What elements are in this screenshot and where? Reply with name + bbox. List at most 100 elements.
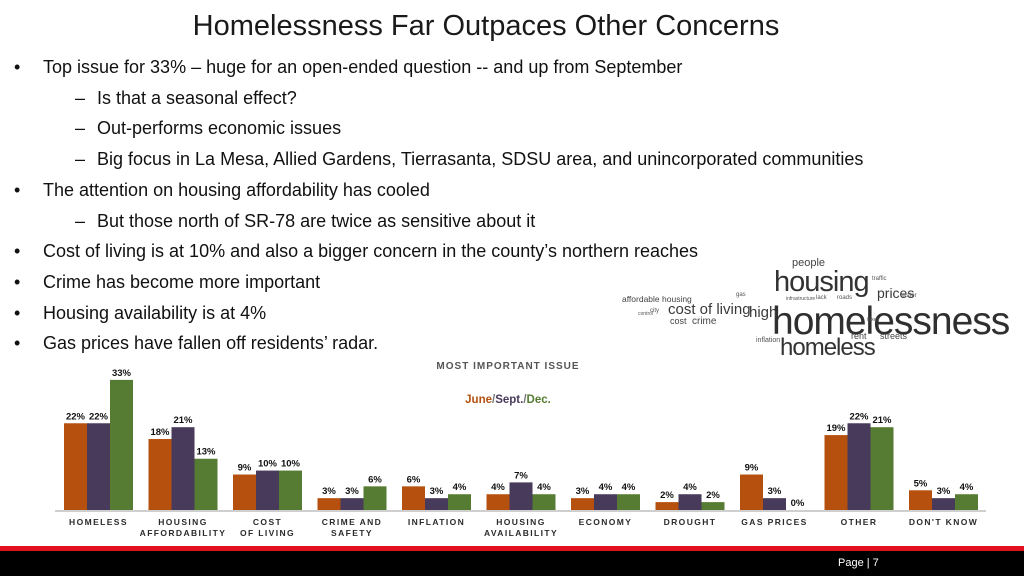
page-number: Page | 7 [838, 557, 879, 569]
data-label: 22% [89, 411, 109, 422]
category-label: OTHER [841, 517, 878, 527]
data-label: 4% [599, 482, 613, 493]
wordcloud-word: crime [692, 316, 717, 327]
legend-entry: Sept. [495, 394, 523, 406]
data-label: 10% [281, 459, 301, 470]
category-label: CRIME AND [322, 517, 382, 527]
legend-entry: June [465, 394, 492, 406]
wordcloud-word: people [792, 257, 826, 269]
wordcloud-word: homelessness [772, 300, 1010, 343]
data-label: 9% [238, 463, 252, 474]
bar-sept [340, 498, 364, 510]
wordcloud-word: water [902, 293, 917, 299]
slide-title: Homelessness Far Outpaces Other Concerns [192, 10, 780, 42]
wordcloud-word: affordable housing [622, 294, 692, 304]
wordcloud-word: housing [774, 266, 870, 298]
wordcloud-word: prices [877, 285, 915, 301]
chart-title: MOST IMPORTANT ISSUE [436, 361, 579, 372]
bullet-subitem: Is that a seasonal effect? [14, 83, 863, 114]
data-label: 3% [576, 486, 590, 497]
wordcloud-word: control [638, 311, 654, 317]
bar-june [317, 498, 341, 510]
data-label: 3% [345, 486, 359, 497]
wordcloud-word: rent [851, 331, 867, 341]
bullet-item: Housing availability is at 4% [14, 298, 863, 329]
bar-june [486, 494, 510, 510]
bullet-item: Cost of living is at 10% and also a bigg… [14, 236, 863, 267]
chart-legend: June/Sept./Dec. [465, 394, 551, 406]
legend-entry: / [523, 394, 527, 406]
bar-dec [617, 494, 640, 510]
bar-sept [509, 482, 533, 510]
bar-dec [363, 486, 387, 510]
data-label: 5% [914, 478, 928, 489]
wordcloud-word: high [749, 304, 778, 321]
legend-entry: / [492, 394, 496, 406]
data-label: 3% [768, 486, 782, 497]
data-label: 4% [622, 482, 636, 493]
bar-dec [870, 427, 894, 510]
data-label: 6% [368, 474, 382, 485]
bar-sept [171, 427, 195, 510]
bar-june [909, 490, 932, 510]
wordcloud-word: infrastructure [786, 296, 816, 302]
wordcloud-word: city [650, 308, 659, 314]
data-label: 18% [150, 427, 170, 438]
bullet-item: Top issue for 33% – huge for an open-end… [14, 52, 863, 83]
bar-sept [932, 498, 955, 510]
bar-june [402, 486, 425, 510]
bar-dec [955, 494, 978, 510]
data-label: 3% [322, 486, 336, 497]
category-label: OF LIVING [240, 528, 295, 538]
bullet-item: Crime has become more important [14, 267, 863, 298]
bullet-item: The attention on housing affordability h… [14, 175, 863, 206]
bar-sept [594, 494, 617, 510]
bar-dec [532, 494, 556, 510]
category-label: COST [253, 517, 282, 527]
bar-sept [678, 494, 702, 510]
data-label: 7% [514, 470, 528, 481]
data-label: 3% [430, 486, 444, 497]
wordcloud-word: cost [670, 316, 687, 326]
data-label: 4% [683, 482, 697, 493]
category-label: HOUSING [496, 517, 545, 527]
bar-june [824, 435, 848, 510]
bar-june [233, 474, 256, 510]
category-label: DROUGHT [664, 517, 717, 527]
category-label: ECONOMY [579, 517, 633, 527]
wordcloud-word: inflation [756, 337, 781, 344]
bar-dec [701, 502, 725, 510]
category-label: GAS PRICES [741, 517, 807, 527]
bullet-subitem: But those north of SR-78 are twice as se… [14, 206, 863, 237]
data-label: 33% [112, 368, 132, 379]
category-label: AFFORDABILITY [140, 528, 227, 538]
wordcloud-word: gas [736, 292, 746, 298]
wordcloud-word: taxes [867, 317, 879, 323]
data-label: 6% [407, 474, 421, 485]
data-label: 22% [66, 411, 86, 422]
bullet-list: Top issue for 33% – huge for an open-end… [14, 52, 863, 359]
data-label: 4% [453, 482, 467, 493]
data-label: 22% [849, 411, 869, 422]
bar-june [571, 498, 594, 510]
data-label: 10% [258, 459, 278, 470]
category-label: AVAILABILITY [484, 528, 558, 538]
bullet-subitem: Big focus in La Mesa, Allied Gardens, Ti… [14, 144, 863, 175]
bar-june [655, 502, 679, 510]
data-label: 3% [937, 486, 951, 497]
category-label: HOMELESS [69, 517, 128, 527]
data-label: 4% [537, 482, 551, 493]
bullet-item: Gas prices have fallen off residents’ ra… [14, 328, 863, 359]
wordcloud-word: roads [837, 295, 853, 301]
bar-june [148, 439, 172, 510]
data-label: 21% [872, 415, 892, 426]
data-label: 21% [173, 415, 193, 426]
bullet-subitem: Out-performs economic issues [14, 113, 863, 144]
data-label: 2% [660, 490, 674, 501]
bar-dec [110, 379, 133, 510]
wordcloud-word: cost of living [668, 301, 751, 318]
data-label: 19% [826, 423, 846, 434]
data-label: 9% [745, 463, 759, 474]
bar-sept [256, 470, 279, 510]
